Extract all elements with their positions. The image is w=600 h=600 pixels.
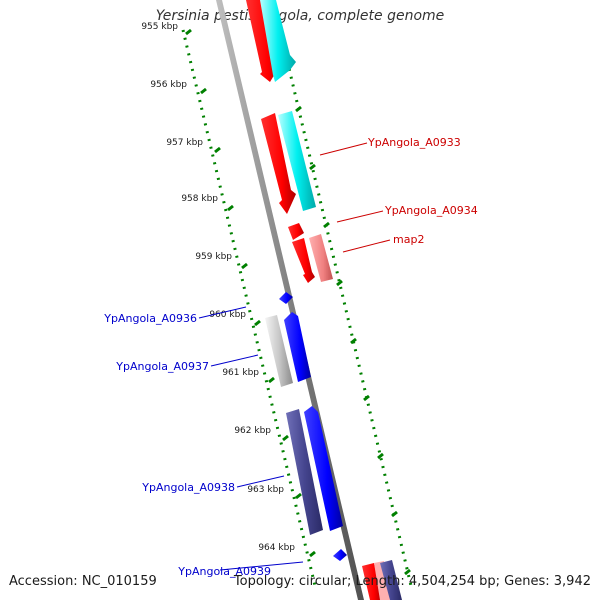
gene-feature — [279, 292, 293, 304]
tick-mark — [227, 204, 234, 212]
leader-line — [342, 239, 391, 253]
gene-feature — [260, 0, 296, 82]
tick-mark — [404, 568, 411, 576]
gene-feature — [261, 113, 296, 214]
label-leaders-right — [319, 142, 391, 253]
tick-mark — [391, 510, 398, 518]
gene-label[interactable]: YpAngola_A0939 — [177, 565, 271, 578]
tick-mark — [185, 28, 192, 36]
leader-line — [336, 210, 384, 223]
leader-line — [198, 306, 247, 319]
tick-label: 956 kbp — [150, 80, 187, 90]
genome-summary-text: Topology: circular; Length: 4,504,254 bp… — [233, 574, 591, 589]
leader-line — [236, 475, 285, 488]
reverse-genes — [265, 292, 402, 600]
scale-track-inner — [278, 29, 414, 591]
tick-mark — [295, 492, 302, 500]
gene-label[interactable]: YpAngola_A0936 — [103, 312, 197, 325]
gene-feature — [374, 561, 390, 600]
gene-label[interactable]: YpAngola_A0938 — [141, 481, 235, 494]
scale-track-outer — [181, 29, 318, 591]
tick-label: 961 kbp — [222, 368, 259, 378]
gene-feature — [309, 234, 333, 282]
tick-mark — [200, 87, 207, 95]
tick-mark — [309, 163, 316, 171]
gene-feature — [278, 111, 316, 211]
tick-mark — [336, 279, 343, 287]
tick-labels: 955 kbp 956 kbp 957 kbp 958 kbp 959 kbp … — [141, 22, 295, 553]
tick-mark — [350, 337, 357, 345]
tick-mark — [363, 394, 370, 402]
tick-mark — [214, 146, 221, 154]
shadow-genes — [260, 0, 390, 600]
gene-label[interactable]: map2 — [393, 233, 424, 246]
tick-mark — [295, 105, 302, 113]
gene-label[interactable]: YpAngola_A0937 — [115, 360, 209, 373]
accession-text: Accession: NC_010159 — [9, 574, 157, 589]
tick-mark — [309, 550, 316, 558]
tick-label: 958 kbp — [181, 194, 218, 204]
gene-labels-left: YpAngola_A0936 YpAngola_A0937 YpAngola_A… — [103, 312, 271, 578]
tick-mark — [241, 262, 248, 270]
leader-line — [219, 561, 304, 571]
gene-feature — [288, 223, 304, 240]
gene-labels-right: YpAngola_A0933 YpAngola_A0934 map2 — [367, 136, 478, 246]
gene-feature — [362, 563, 382, 600]
tick-label: 960 kbp — [209, 310, 246, 320]
gene-feature — [286, 409, 323, 535]
tick-mark — [282, 434, 289, 442]
leader-line — [210, 354, 259, 367]
tick-mark — [254, 319, 261, 327]
gene-label[interactable]: YpAngola_A0934 — [384, 204, 478, 217]
gene-feature — [380, 560, 402, 600]
map-title: Yersinia pestis Angola, complete genome — [155, 8, 445, 24]
gene-feature — [333, 549, 347, 561]
tick-label: 963 kbp — [247, 485, 284, 495]
gene-feature — [265, 315, 293, 387]
gene-feature — [284, 312, 311, 382]
gene-label[interactable]: YpAngola_A0933 — [367, 136, 461, 149]
leader-line — [319, 142, 368, 156]
tick-label: 955 kbp — [141, 22, 178, 32]
label-leaders-left — [198, 306, 304, 571]
tick-label: 962 kbp — [234, 426, 271, 436]
tick-mark — [377, 452, 384, 460]
tick-label: 959 kbp — [195, 252, 232, 262]
tick-mark — [268, 376, 275, 384]
gene-feature — [304, 406, 343, 531]
tick-mark — [323, 221, 330, 229]
tick-label: 957 kbp — [166, 138, 203, 148]
tick-label: 964 kbp — [258, 543, 295, 553]
gene-feature — [292, 238, 315, 283]
